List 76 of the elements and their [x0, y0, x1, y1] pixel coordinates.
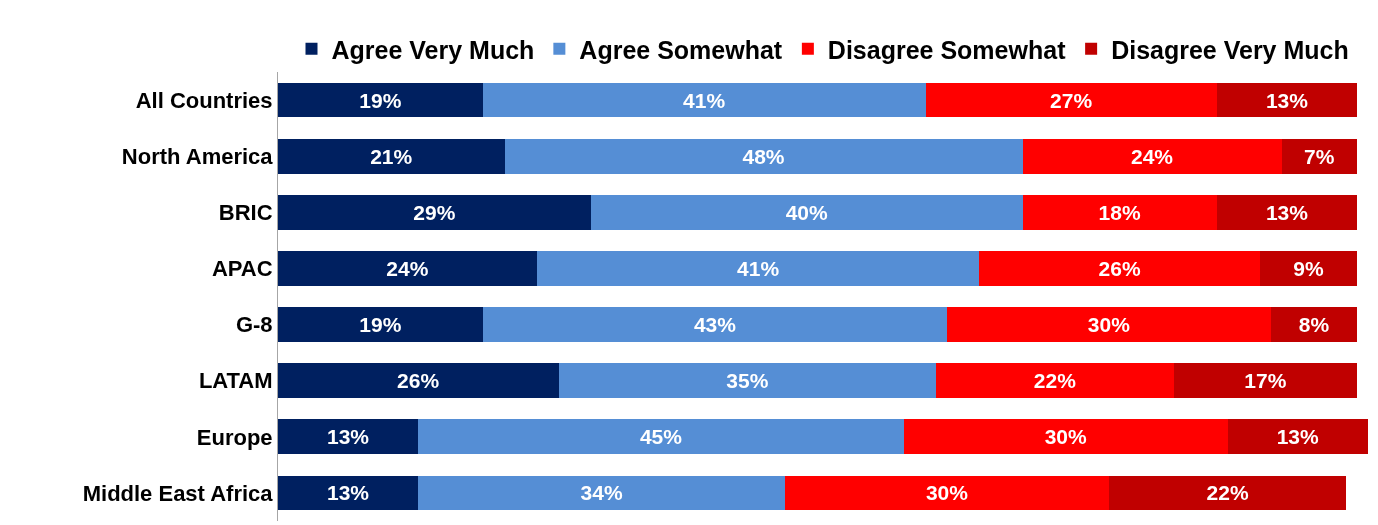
data-label: 18% [1098, 200, 1141, 224]
data-label: 30% [1087, 313, 1131, 337]
bar [558, 363, 937, 399]
bar [278, 82, 484, 118]
y-tick-label: North America [121, 143, 274, 169]
data-label: 19% [359, 88, 402, 112]
y-tick-label: LATAM [198, 368, 273, 394]
bar [278, 307, 484, 342]
bar [1108, 475, 1347, 511]
data-label: 19% [359, 313, 402, 337]
data-label: 21% [370, 144, 413, 168]
bar [278, 363, 559, 399]
y-tick-label: Europe [196, 424, 273, 450]
bar [418, 419, 904, 455]
bar [925, 82, 1217, 118]
bar [278, 194, 591, 230]
data-label: 13% [326, 481, 370, 505]
data-label: 13% [1276, 425, 1320, 449]
data-label: 40% [785, 200, 828, 224]
legend-label: Agree Very Much [331, 35, 535, 64]
bar [278, 138, 505, 174]
y-tick-label: All Countries [135, 87, 273, 113]
legend-label: Agree Somewhat [579, 35, 783, 64]
legend-label: Disagree Very Much [1111, 35, 1349, 64]
bar [590, 194, 1023, 230]
bar [537, 251, 980, 286]
data-label: 13% [1265, 88, 1309, 112]
data-label: 26% [397, 369, 440, 393]
data-label: 45% [639, 425, 683, 449]
data-label: 41% [683, 88, 726, 112]
y-tick-label: Middle East Africa [82, 480, 274, 506]
bar [1216, 194, 1358, 230]
data-label: 34% [580, 481, 623, 505]
data-label: 7% [1304, 144, 1335, 168]
data-label: 27% [1050, 88, 1093, 112]
data-label: 22% [1033, 369, 1077, 393]
legend-label: Disagree Somewhat [827, 35, 1067, 64]
data-label: 24% [386, 256, 429, 280]
bar [936, 363, 1174, 399]
data-label: 8% [1298, 313, 1330, 337]
bar [947, 307, 1271, 342]
data-label: 41% [737, 256, 780, 280]
data-label: 30% [925, 481, 969, 505]
y-tick-label: BRIC [218, 200, 273, 226]
bar [483, 307, 948, 342]
y-tick-label: APAC [211, 256, 273, 282]
bar [278, 475, 419, 511]
y-tick-label: G-8 [235, 312, 273, 338]
data-label: 29% [413, 200, 456, 224]
bar [278, 419, 419, 455]
data-label: 17% [1244, 369, 1287, 393]
bar [1227, 419, 1368, 455]
data-label: 48% [742, 144, 785, 168]
data-label: 13% [1265, 200, 1309, 224]
data-label: 26% [1098, 256, 1141, 280]
data-label: 43% [693, 313, 737, 337]
bar [483, 82, 926, 118]
data-label: 13% [326, 425, 370, 449]
data-label: 9% [1293, 256, 1324, 280]
bar [278, 251, 538, 286]
bar [1216, 82, 1358, 118]
bar [1281, 138, 1358, 174]
data-label: 24% [1130, 144, 1174, 168]
data-label: 22% [1206, 481, 1249, 505]
data-label: 35% [726, 369, 769, 393]
bar [1260, 251, 1358, 286]
bar [903, 419, 1228, 455]
bar [1022, 194, 1217, 230]
bar [504, 138, 1023, 174]
data-label: 30% [1044, 425, 1087, 449]
bar [785, 475, 1109, 511]
bar [418, 475, 786, 511]
bar [1022, 138, 1282, 174]
bar [1270, 307, 1358, 342]
bar [1173, 363, 1358, 399]
bar [979, 251, 1261, 286]
